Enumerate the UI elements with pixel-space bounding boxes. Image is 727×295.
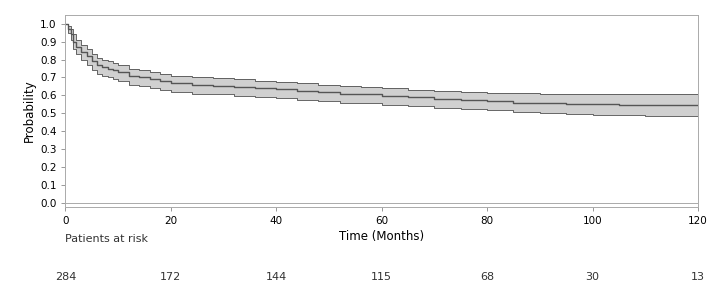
Text: 68: 68 [480, 272, 494, 282]
Text: Patients at risk: Patients at risk [65, 234, 148, 244]
Text: 115: 115 [371, 272, 392, 282]
Text: 284: 284 [55, 272, 76, 282]
Text: 144: 144 [265, 272, 287, 282]
Text: 30: 30 [585, 272, 600, 282]
X-axis label: Time (Months): Time (Months) [339, 230, 425, 243]
Text: 172: 172 [160, 272, 182, 282]
Y-axis label: Probability: Probability [23, 79, 36, 142]
Text: 13: 13 [691, 272, 705, 282]
